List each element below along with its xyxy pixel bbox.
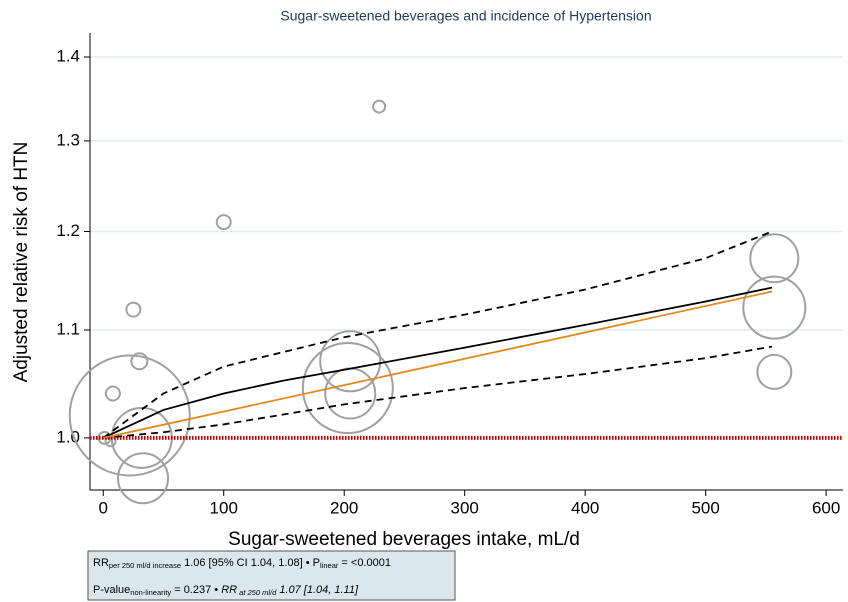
chart-title: Sugar-sweetened beverages and incidence … xyxy=(280,8,651,24)
note-segment: 1.07 [1.04, 1.11] xyxy=(276,584,359,596)
y-tick-label: 1.4 xyxy=(56,46,80,65)
bubble xyxy=(372,99,387,114)
note-segment: non-linearity xyxy=(130,588,171,597)
note-segment: at 250 ml/d xyxy=(237,588,277,597)
y-tick-label: 1.1 xyxy=(56,319,80,338)
bubble xyxy=(749,233,800,284)
note-line: P-valuenon-linearity​ = 0.237 • RR at 25… xyxy=(93,584,359,597)
note-segment: RR xyxy=(93,557,109,569)
y-axis-label: Adjusted relative risk of HTN xyxy=(11,142,32,383)
note-segment: = <0.0001 xyxy=(338,557,391,569)
y-tick-label: 1.2 xyxy=(56,221,80,240)
x-tick-label: 200 xyxy=(330,498,358,517)
note-segment: 1.06 [95% CI 1.04, 1.08] • P xyxy=(181,557,320,569)
x-tick-label: 0 xyxy=(99,498,108,517)
bubble xyxy=(324,367,377,420)
bubble xyxy=(125,301,142,318)
bubble xyxy=(756,353,793,390)
bubble xyxy=(742,275,807,340)
bubble xyxy=(104,385,121,402)
x-axis-label: Sugar-sweetened beverages intake, mL/d xyxy=(228,529,580,550)
curve xyxy=(103,290,773,439)
note-line: RRper 250 ml/d increase​ 1.06 [95% CI 1.… xyxy=(93,557,391,570)
bubble xyxy=(215,214,232,231)
bubble xyxy=(117,452,170,505)
note-box xyxy=(87,550,456,601)
x-tick-label: 400 xyxy=(571,498,599,517)
curve xyxy=(103,345,773,439)
x-tick-label: 100 xyxy=(210,498,238,517)
bubble xyxy=(68,354,191,477)
bubble xyxy=(301,342,394,435)
x-tick-label: 300 xyxy=(451,498,479,517)
note-segment: P-value xyxy=(93,584,130,596)
curve xyxy=(102,230,773,439)
x-tick-label: 600 xyxy=(812,498,840,517)
curve xyxy=(102,286,773,439)
y-tick-label: 1.3 xyxy=(56,130,80,149)
note-segment: RR xyxy=(221,584,237,596)
note-segment: linear xyxy=(320,561,339,570)
x-tick-label: 500 xyxy=(691,498,719,517)
y-tick-label: 1.0 xyxy=(56,427,80,446)
bubble xyxy=(130,352,149,371)
note-segment: = 0.237 • xyxy=(171,584,221,596)
note-segment: per 250 ml/d increase xyxy=(109,561,181,570)
bubble xyxy=(319,330,382,393)
bubble xyxy=(97,430,112,445)
